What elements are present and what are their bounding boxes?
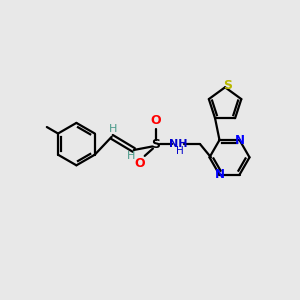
Text: S: S — [152, 138, 160, 151]
Text: NH: NH — [169, 139, 187, 149]
Text: O: O — [151, 114, 161, 127]
Text: H: H — [127, 152, 135, 161]
Text: O: O — [134, 157, 145, 170]
Text: N: N — [235, 134, 244, 146]
Text: S: S — [224, 79, 232, 92]
Text: H: H — [176, 146, 184, 156]
Text: N: N — [214, 168, 224, 181]
Text: H: H — [109, 124, 117, 134]
